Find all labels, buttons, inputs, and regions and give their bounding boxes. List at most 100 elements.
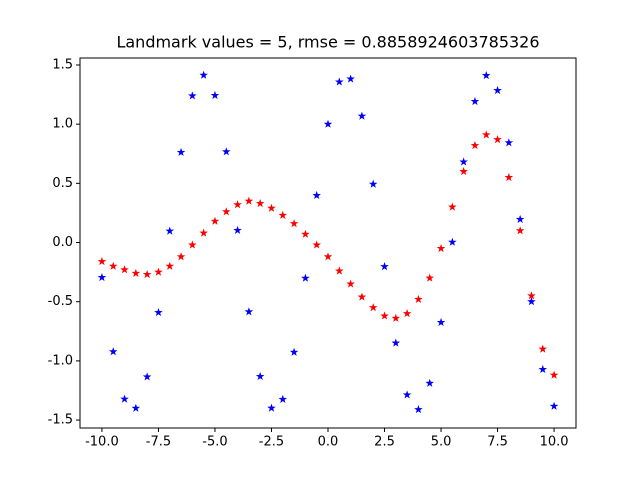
star-marker [142, 269, 152, 279]
star-marker [402, 309, 412, 318]
star-marker [301, 229, 310, 238]
star-marker [459, 157, 468, 166]
star-marker [391, 338, 401, 347]
y-tick-label: 0.5 [52, 176, 73, 191]
star-marker [402, 390, 412, 399]
star-marker [493, 135, 502, 144]
x-tick-label: -10.0 [85, 435, 119, 450]
star-marker [346, 74, 355, 83]
star-marker [244, 307, 254, 316]
x-tick-label: 7.5 [487, 435, 508, 450]
y-tick-label: 1.0 [52, 117, 73, 132]
star-marker [515, 226, 525, 235]
star-marker [97, 256, 107, 266]
chart-title: Landmark values = 5, rmse = 0.8858924603… [116, 33, 539, 52]
star-marker [267, 403, 276, 412]
star-marker [289, 347, 299, 356]
y-tick-label: -1.0 [48, 353, 73, 368]
star-marker [470, 140, 480, 150]
star-marker [504, 172, 514, 182]
star-marker [165, 226, 175, 235]
star-marker [335, 77, 344, 86]
star-marker [108, 261, 118, 270]
x-tick-label: 10.0 [540, 435, 569, 450]
x-tick-label: -2.5 [259, 435, 284, 450]
star-marker [549, 401, 559, 410]
star-marker [165, 261, 175, 270]
star-marker [221, 207, 231, 216]
star-marker [448, 202, 457, 211]
star-marker [527, 297, 536, 306]
star-marker [425, 273, 435, 282]
star-marker [493, 85, 502, 95]
star-marker [470, 96, 480, 106]
star-marker [210, 90, 220, 100]
star-marker [481, 71, 491, 80]
star-marker [210, 216, 220, 225]
star-marker [97, 272, 107, 282]
star-marker [120, 265, 129, 274]
star-marker [131, 268, 141, 277]
star-marker [267, 203, 276, 212]
star-marker [357, 292, 367, 301]
star-marker [131, 403, 141, 412]
star-marker [323, 252, 333, 261]
star-marker [459, 167, 468, 176]
star-marker [233, 225, 242, 234]
star-marker [414, 405, 423, 414]
star-marker [108, 347, 118, 356]
star-marker [368, 179, 378, 188]
y-tick-label: 0.0 [52, 235, 73, 250]
star-marker [414, 294, 423, 303]
star-marker [176, 252, 186, 261]
star-marker [176, 147, 186, 156]
star-marker [335, 266, 344, 275]
star-marker [199, 70, 208, 79]
star-marker [538, 364, 548, 374]
star-marker [120, 394, 129, 403]
star-marker [244, 196, 254, 205]
star-marker [436, 243, 446, 253]
x-tick-label: 0.0 [318, 435, 339, 450]
y-tick-label: -1.5 [48, 413, 73, 428]
x-tick-label: 2.5 [374, 435, 395, 450]
star-marker [142, 372, 152, 381]
star-marker [368, 303, 378, 312]
star-marker [221, 147, 231, 156]
star-marker [312, 240, 321, 249]
star-marker [515, 214, 525, 223]
star-marker [199, 228, 208, 237]
star-marker [357, 111, 367, 120]
star-marker [312, 190, 321, 200]
star-marker [255, 371, 265, 381]
star-marker [380, 311, 389, 320]
y-tick-label: 1.5 [52, 57, 73, 72]
star-marker [504, 138, 514, 147]
star-marker [301, 273, 310, 282]
star-marker [289, 219, 299, 228]
star-marker [188, 240, 197, 249]
star-marker [346, 279, 355, 288]
star-marker [549, 370, 559, 379]
x-tick-label: 5.0 [431, 435, 452, 450]
star-marker [233, 200, 242, 209]
star-marker [154, 267, 163, 276]
star-marker [278, 210, 288, 219]
star-marker [255, 198, 265, 208]
star-marker [538, 344, 548, 353]
x-tick-label: -5.0 [202, 435, 227, 450]
star-marker [278, 394, 288, 403]
star-marker [380, 262, 389, 271]
star-marker [391, 313, 401, 322]
star-marker [425, 378, 435, 387]
star-marker [436, 317, 446, 327]
star-marker [448, 237, 457, 246]
star-marker [527, 291, 536, 300]
y-tick-label: -0.5 [48, 294, 73, 309]
star-marker [154, 307, 163, 317]
x-tick-label: -7.5 [146, 435, 171, 450]
star-marker [481, 130, 491, 139]
star-marker [323, 119, 333, 128]
